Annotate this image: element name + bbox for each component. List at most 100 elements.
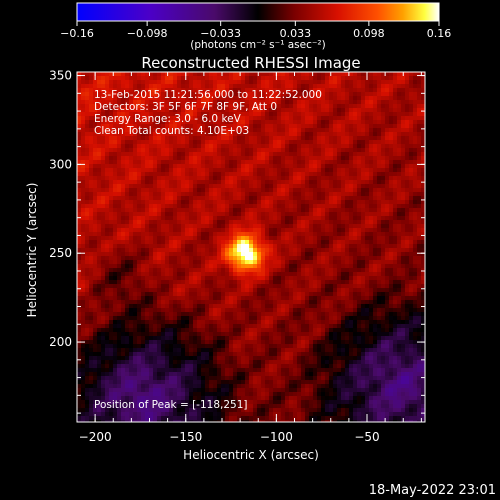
heatmap-cell [133, 108, 137, 112]
heatmap-cell [197, 168, 201, 172]
heatmap-cell [393, 248, 397, 252]
heatmap-cell [405, 240, 409, 244]
heatmap-cell [137, 296, 141, 300]
heatmap-cell [141, 164, 145, 168]
heatmap-cell [301, 152, 305, 156]
heatmap-cell [297, 160, 301, 164]
heatmap-cell [129, 200, 133, 204]
heatmap-cell [257, 80, 261, 84]
heatmap-cell [233, 108, 237, 112]
heatmap-cell [137, 100, 141, 104]
heatmap-cell [349, 100, 353, 104]
heatmap-cell [213, 128, 217, 132]
heatmap-cell [301, 176, 305, 180]
heatmap-cell [413, 220, 417, 224]
heatmap-cell [97, 72, 101, 76]
heatmap-cell [137, 268, 141, 272]
heatmap-cell [137, 236, 141, 240]
heatmap-cell [329, 80, 333, 84]
heatmap-cell [85, 140, 89, 144]
heatmap-cell [397, 224, 401, 228]
heatmap-cell [177, 252, 181, 256]
heatmap-cell [181, 296, 185, 300]
heatmap-cell [217, 96, 221, 100]
heatmap-cell [397, 176, 401, 180]
heatmap-cell [301, 128, 305, 132]
heatmap-cell [301, 144, 305, 148]
heatmap-cell [209, 148, 213, 152]
heatmap-cell [353, 92, 357, 96]
heatmap-cell [133, 180, 137, 184]
heatmap-cell [377, 136, 381, 140]
heatmap-cell [309, 128, 313, 132]
heatmap-cell [189, 216, 193, 220]
heatmap-cell [117, 216, 121, 220]
heatmap-cell [177, 228, 181, 232]
heatmap-cell [165, 96, 169, 100]
heatmap-cell [293, 196, 297, 200]
heatmap-cell [397, 92, 401, 96]
heatmap-cell [185, 244, 189, 248]
heatmap-cell [81, 120, 85, 124]
heatmap-cell [165, 104, 169, 108]
heatmap-cell [405, 236, 409, 240]
heatmap-cell [169, 240, 173, 244]
heatmap-cell [237, 292, 241, 296]
heatmap-cell [405, 96, 409, 100]
heatmap-cell [125, 208, 129, 212]
heatmap-cell [157, 264, 161, 268]
heatmap-cell [213, 140, 217, 144]
heatmap-cell [405, 268, 409, 272]
heatmap-cell [373, 108, 377, 112]
heatmap-cell [237, 112, 241, 116]
heatmap-cell [225, 276, 229, 280]
heatmap-cell [157, 292, 161, 296]
heatmap-cell [401, 112, 405, 116]
heatmap-cell [341, 84, 345, 88]
heatmap-cell [149, 128, 153, 132]
heatmap-cell [141, 184, 145, 188]
heatmap-cell [185, 92, 189, 96]
heatmap-cell [369, 84, 373, 88]
heatmap-cell [133, 260, 137, 264]
heatmap-cell [109, 260, 113, 264]
heatmap-cell [161, 204, 165, 208]
heatmap-cell [225, 248, 229, 252]
heatmap-cell [101, 144, 105, 148]
heatmap-cell [361, 160, 365, 164]
heatmap-cell [153, 180, 157, 184]
heatmap-cell [409, 296, 413, 300]
heatmap-cell [349, 192, 353, 196]
heatmap-cell [109, 236, 113, 240]
heatmap-cell [329, 236, 333, 240]
heatmap-cell [345, 220, 349, 224]
heatmap-cell [85, 188, 89, 192]
heatmap-cell [193, 148, 197, 152]
heatmap-cell [193, 124, 197, 128]
heatmap-cell [385, 288, 389, 292]
heatmap-cell [409, 292, 413, 296]
heatmap-cell [289, 272, 293, 276]
heatmap-cell [137, 220, 141, 224]
heatmap-cell [337, 288, 341, 292]
heatmap-cell [353, 156, 357, 160]
heatmap-cell [401, 268, 405, 272]
heatmap-cell [245, 212, 249, 216]
heatmap-cell [241, 212, 245, 216]
heatmap-cell [157, 104, 161, 108]
heatmap-cell [225, 196, 229, 200]
heatmap-cell [93, 84, 97, 88]
heatmap-cell [385, 108, 389, 112]
heatmap-cell [413, 232, 417, 236]
heatmap-cell [181, 188, 185, 192]
heatmap-cell [285, 144, 289, 148]
heatmap-cell [85, 160, 89, 164]
heatmap-cell [333, 188, 337, 192]
heatmap-cell [273, 172, 277, 176]
heatmap-cell [261, 120, 265, 124]
heatmap-cell [133, 116, 137, 120]
heatmap-cell [289, 220, 293, 224]
heatmap-cell [393, 208, 397, 212]
heatmap-cell [129, 292, 133, 296]
heatmap-cell [185, 176, 189, 180]
